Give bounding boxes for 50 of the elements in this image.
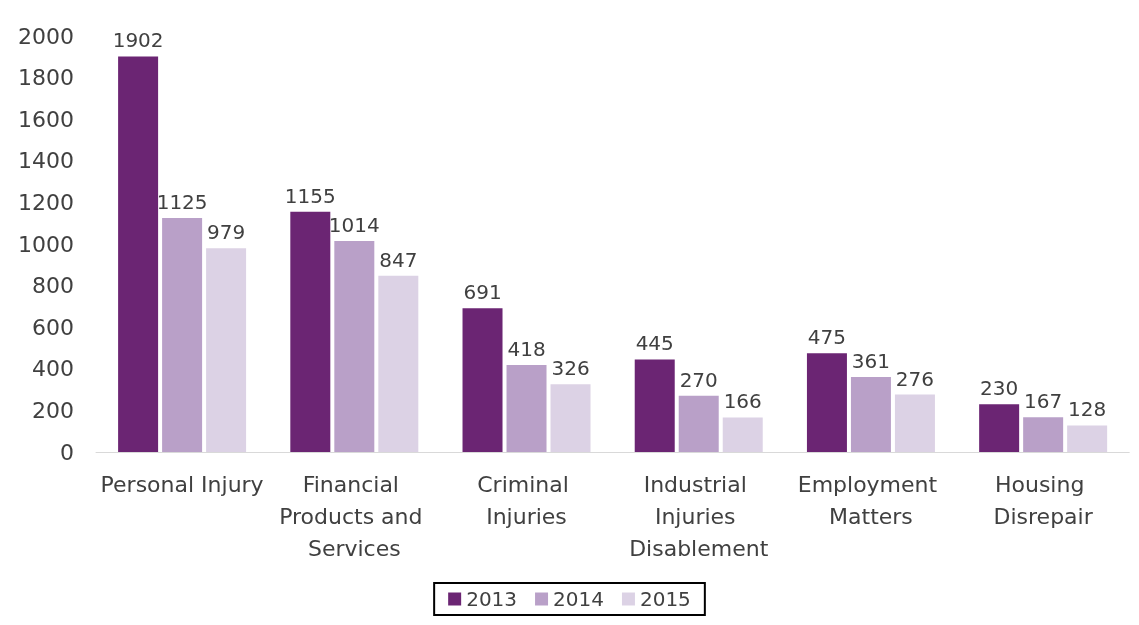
bar [290,211,331,452]
y-tick-label: 1000 [18,231,74,257]
data-label: 270 [679,367,718,392]
bar [850,376,891,452]
bar [1023,417,1064,452]
data-label: 166 [723,389,762,414]
x-tick-label: Personal Injury [100,471,264,497]
bar [979,404,1020,452]
data-label: 128 [1068,397,1107,422]
y-tick-label: 200 [32,397,74,423]
bar [678,395,719,452]
bar [634,359,675,452]
data-label: 847 [379,247,418,272]
data-label: 445 [635,331,674,356]
bar [118,56,159,452]
legend-label: 2013 [466,587,518,611]
data-label: 1155 [284,183,336,208]
y-tick-label: 600 [32,314,74,340]
y-tick-label: 1400 [18,148,74,174]
bar [506,365,547,452]
y-tick-label: 0 [60,439,74,465]
x-tick-label: Financial Products and Services [279,471,430,561]
bar [806,353,847,452]
y-tick-label: 800 [32,273,74,299]
y-tick-label: 400 [32,356,74,382]
data-label: 1014 [328,213,380,238]
data-label: 475 [807,325,847,350]
bar [162,218,203,452]
data-label: 230 [980,376,1019,401]
legend-label: 2015 [639,587,691,611]
x-tick-label: Housing Disrepair [993,471,1094,529]
bar [462,308,503,452]
data-label: 167 [1024,389,1063,414]
data-label: 979 [207,220,246,245]
y-tick-label: 1800 [18,65,74,91]
data-label: 276 [895,366,935,391]
data-label: 1125 [156,190,208,214]
y-tick-label: 1200 [18,189,74,215]
x-tick-label: Criminal Injuries [477,471,576,529]
data-label: 326 [551,356,590,381]
data-label: 691 [463,280,502,305]
data-label: 1902 [112,28,164,53]
x-tick-label: Industrial Injuries Disablement [629,471,769,561]
data-label: 361 [851,348,891,373]
y-tick-label: 1600 [18,106,74,132]
data-label: 418 [507,337,546,362]
legend-label: 2014 [553,587,604,611]
y-tick-label: 2000 [18,23,74,49]
bar [334,241,375,452]
x-tick-label: Employment Matters [797,471,945,529]
